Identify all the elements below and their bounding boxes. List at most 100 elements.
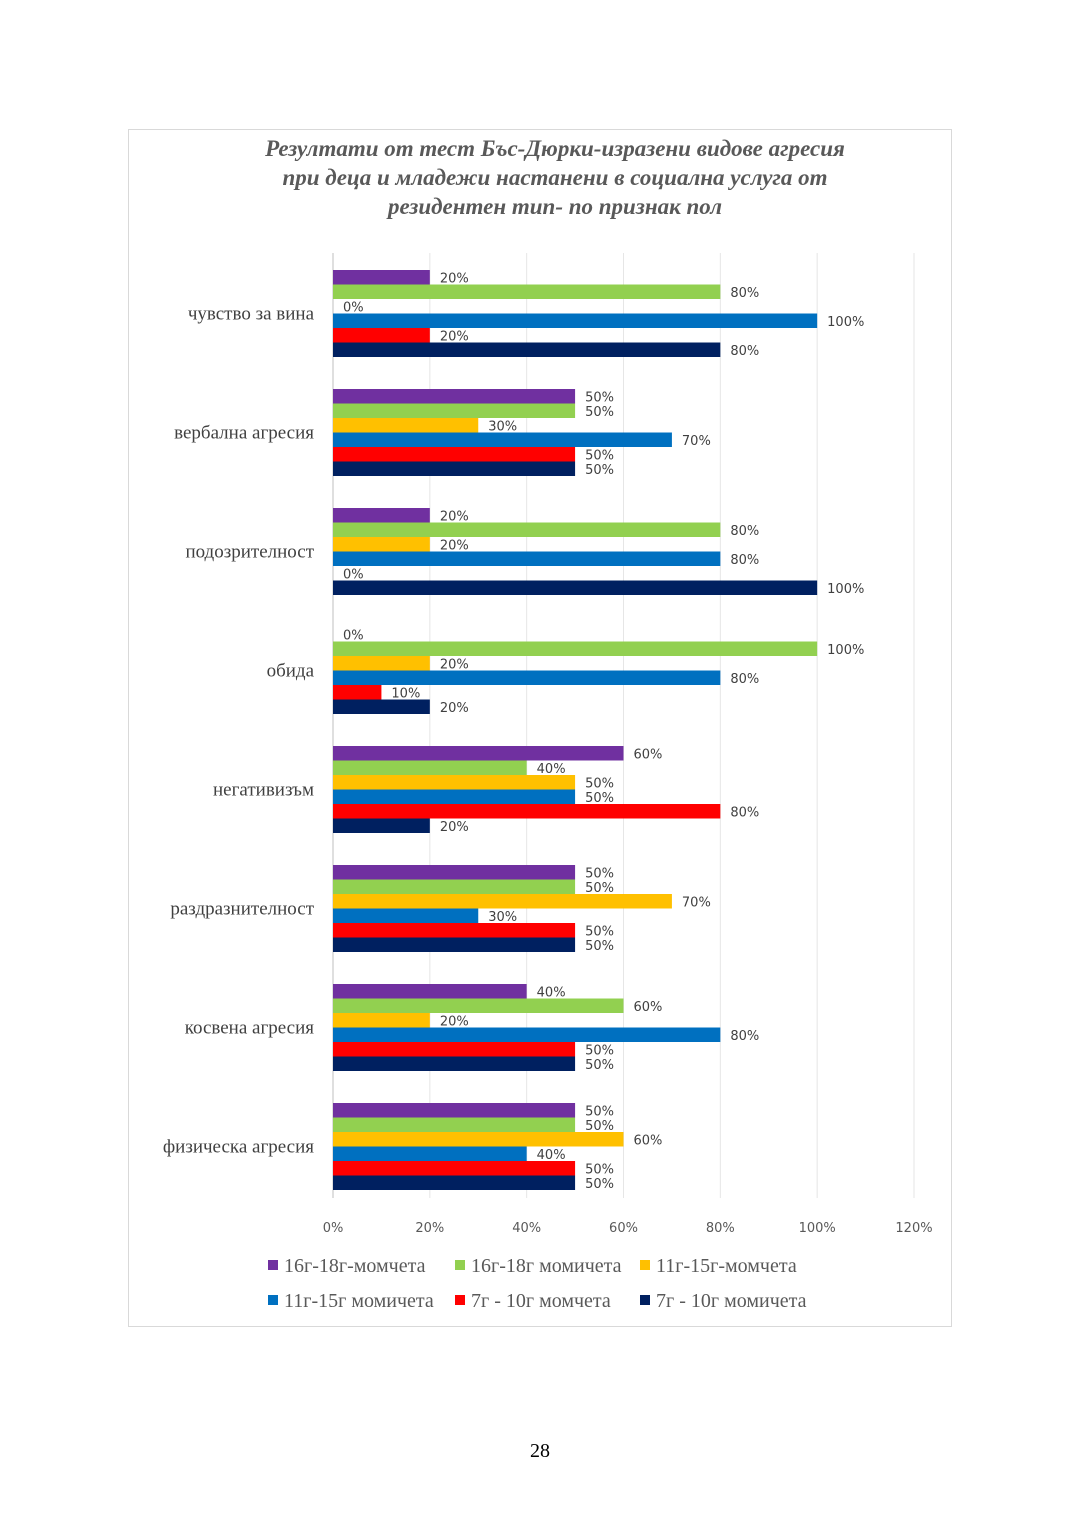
- data-label: 30%: [488, 420, 517, 435]
- bar: [333, 908, 479, 923]
- data-label: 100%: [827, 315, 864, 330]
- x-tick-label: 60%: [609, 1221, 638, 1236]
- bar: [333, 1175, 576, 1190]
- bar: [333, 1042, 576, 1057]
- x-tick-label: 100%: [799, 1221, 836, 1236]
- bar: [333, 775, 576, 790]
- data-label: 70%: [682, 434, 711, 449]
- data-label: 20%: [440, 539, 469, 554]
- legend-swatch: [268, 1295, 278, 1305]
- category-label: обида: [267, 661, 315, 682]
- chart-title-line: при деца и младежи настанени в социална …: [282, 165, 827, 190]
- bar: [333, 685, 382, 700]
- x-tick-label: 20%: [415, 1221, 444, 1236]
- data-label: 0%: [343, 301, 364, 316]
- data-label: 0%: [343, 568, 364, 583]
- data-label: 50%: [585, 791, 614, 806]
- legend-label: 16г-18г-момчета: [284, 1255, 426, 1277]
- data-label: 50%: [585, 463, 614, 478]
- data-label: 60%: [634, 1000, 663, 1015]
- bar: [333, 1161, 576, 1176]
- data-label: 80%: [730, 1029, 759, 1044]
- data-label: 10%: [391, 687, 420, 702]
- legend-label: 7г - 10г момчета: [471, 1290, 611, 1312]
- bar: [333, 818, 430, 833]
- data-label: 40%: [537, 762, 566, 777]
- category-label: чувство за вина: [188, 304, 315, 325]
- data-label: 20%: [440, 658, 469, 673]
- data-label: 30%: [488, 910, 517, 925]
- bar: [333, 804, 721, 819]
- category-label: раздразнителност: [170, 899, 314, 920]
- bar: [333, 1117, 576, 1132]
- bar: [333, 923, 576, 938]
- bar: [333, 522, 721, 537]
- data-label: 40%: [537, 1148, 566, 1163]
- legend-swatch: [268, 1260, 278, 1270]
- data-label: 50%: [585, 449, 614, 464]
- data-label: 50%: [585, 777, 614, 792]
- bar: [333, 403, 576, 418]
- legend-label: 16г-18г момичета: [471, 1255, 622, 1277]
- category-label: негативизъм: [213, 780, 314, 801]
- bar: [333, 1056, 576, 1071]
- data-label: 20%: [440, 820, 469, 835]
- bar: [333, 389, 576, 404]
- data-label: 80%: [730, 672, 759, 687]
- bar: [333, 447, 576, 462]
- bar: [333, 699, 430, 714]
- data-label: 50%: [585, 1119, 614, 1134]
- data-label: 50%: [585, 881, 614, 896]
- bar: [333, 580, 818, 595]
- chart-title-line: резидентен тип- по признак пол: [386, 194, 722, 219]
- data-label: 100%: [827, 582, 864, 597]
- data-label: 50%: [585, 1105, 614, 1120]
- bar: [333, 1146, 527, 1161]
- bar: [333, 432, 672, 447]
- x-tick-label: 120%: [895, 1221, 932, 1236]
- data-label: 50%: [585, 1058, 614, 1073]
- bar: [333, 270, 430, 285]
- data-label: 50%: [585, 1163, 614, 1178]
- data-label: 80%: [730, 344, 759, 359]
- bar: [333, 879, 576, 894]
- bar: [333, 1103, 576, 1118]
- bar: [333, 656, 430, 671]
- bar: [333, 537, 430, 552]
- data-label: 20%: [440, 510, 469, 525]
- bar: [333, 746, 624, 761]
- data-label: 50%: [585, 391, 614, 406]
- legend-label: 11г-15г-момчета: [656, 1255, 797, 1277]
- data-label: 20%: [440, 330, 469, 345]
- category-label: косвена агресия: [185, 1018, 315, 1039]
- data-label: 0%: [343, 629, 364, 644]
- bar: [333, 865, 576, 880]
- bar: [333, 551, 721, 566]
- bar: [333, 328, 430, 343]
- data-label: 80%: [730, 286, 759, 301]
- bar: [333, 937, 576, 952]
- data-label: 70%: [682, 896, 711, 911]
- bar: [333, 284, 721, 299]
- category-label: подозрителност: [185, 542, 314, 563]
- legend-swatch: [455, 1260, 465, 1270]
- page-number: 28: [530, 1440, 550, 1462]
- bar: [333, 461, 576, 476]
- data-label: 80%: [730, 806, 759, 821]
- data-label: 80%: [730, 524, 759, 539]
- x-tick-label: 40%: [512, 1221, 541, 1236]
- data-label: 50%: [585, 925, 614, 940]
- bar: [333, 670, 721, 685]
- data-label: 80%: [730, 553, 759, 568]
- bar: [333, 641, 818, 656]
- bar: [333, 998, 624, 1013]
- data-label: 100%: [827, 643, 864, 658]
- bar: [333, 342, 721, 357]
- data-label: 20%: [440, 1015, 469, 1030]
- bar: [333, 1027, 721, 1042]
- bar: [333, 760, 527, 775]
- legend-label: 7г - 10г момичета: [656, 1290, 807, 1312]
- bar: [333, 508, 430, 523]
- category-label: вербална агресия: [174, 423, 314, 444]
